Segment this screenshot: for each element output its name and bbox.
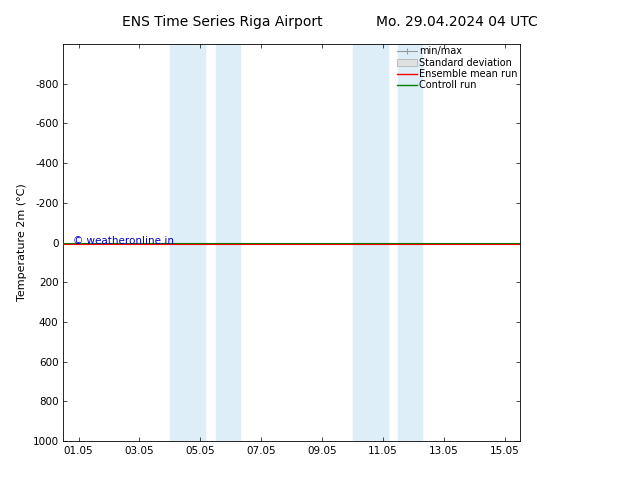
Bar bbox=[216, 44, 240, 441]
Text: ENS Time Series Riga Airport: ENS Time Series Riga Airport bbox=[122, 15, 322, 29]
Legend: min/max, Standard deviation, Ensemble mean run, Controll run: min/max, Standard deviation, Ensemble me… bbox=[397, 46, 518, 91]
Y-axis label: Temperature 2m (°C): Temperature 2m (°C) bbox=[17, 184, 27, 301]
Text: Mo. 29.04.2024 04 UTC: Mo. 29.04.2024 04 UTC bbox=[375, 15, 538, 29]
Bar bbox=[170, 44, 205, 441]
Bar bbox=[353, 44, 387, 441]
Text: © weatheronline.in: © weatheronline.in bbox=[72, 236, 174, 245]
Bar bbox=[398, 44, 422, 441]
